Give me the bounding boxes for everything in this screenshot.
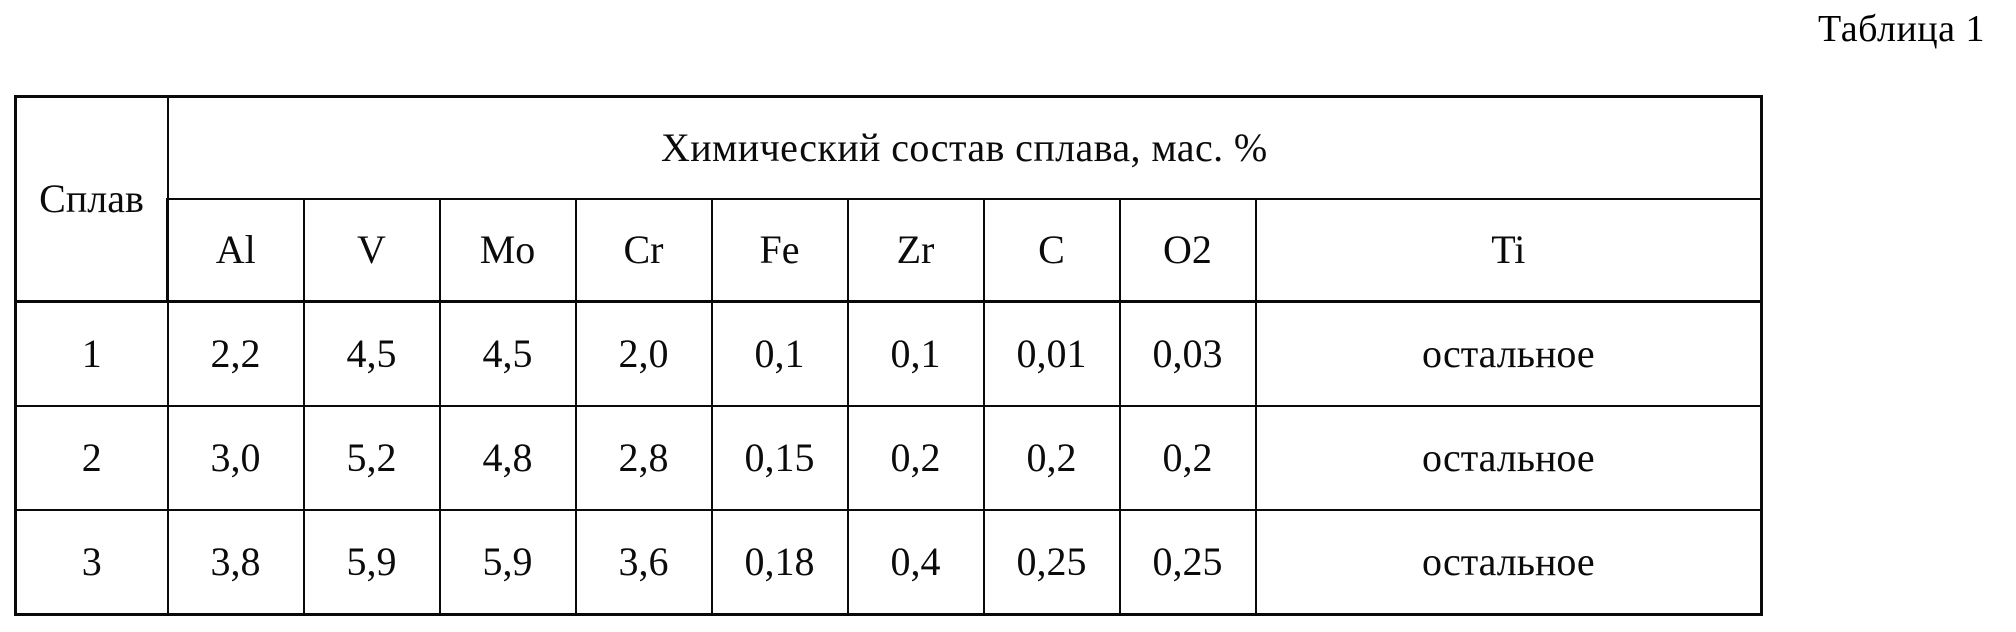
cell-al: 3,0: [168, 406, 304, 510]
cell-cr: 3,6: [576, 510, 712, 615]
cell-mo: 4,5: [440, 302, 576, 407]
table-caption: Таблица 1: [1818, 6, 1985, 52]
cell-fe: 0,18: [712, 510, 848, 615]
column-header-alloy: Сплав: [16, 97, 168, 302]
cell-cr: 2,8: [576, 406, 712, 510]
cell-c: 0,01: [984, 302, 1120, 407]
column-header-c: C: [984, 199, 1120, 302]
table-header: Сплав Химический состав сплава, мас. % A…: [16, 97, 1762, 302]
column-header-al: Al: [168, 199, 304, 302]
table-row: 2 3,0 5,2 4,8 2,8 0,15 0,2 0,2 0,2 остал…: [16, 406, 1762, 510]
cell-alloy-id: 3: [16, 510, 168, 615]
cell-ti: остальное: [1256, 406, 1762, 510]
cell-alloy-id: 2: [16, 406, 168, 510]
cell-c: 0,2: [984, 406, 1120, 510]
cell-cr: 2,0: [576, 302, 712, 407]
cell-o2: 0,2: [1120, 406, 1256, 510]
column-header-o2: O2: [1120, 199, 1256, 302]
column-header-mo: Mo: [440, 199, 576, 302]
column-group-header-composition: Химический состав сплава, мас. %: [168, 97, 1762, 200]
table-row: 1 2,2 4,5 4,5 2,0 0,1 0,1 0,01 0,03 оста…: [16, 302, 1762, 407]
cell-v: 5,2: [304, 406, 440, 510]
cell-zr: 0,4: [848, 510, 984, 615]
column-header-v: V: [304, 199, 440, 302]
column-header-zr: Zr: [848, 199, 984, 302]
column-header-ti: Ti: [1256, 199, 1762, 302]
caption-row: Таблица 1: [0, 6, 1985, 52]
cell-zr: 0,1: [848, 302, 984, 407]
alloy-composition-table: Сплав Химический состав сплава, мас. % A…: [14, 95, 1763, 616]
cell-al: 2,2: [168, 302, 304, 407]
header-row-elements: Al V Mo Cr Fe Zr C O2 Ti: [16, 199, 1762, 302]
table-container: Сплав Химический состав сплава, мас. % A…: [14, 95, 1758, 616]
cell-ti: остальное: [1256, 302, 1762, 407]
cell-zr: 0,2: [848, 406, 984, 510]
cell-mo: 5,9: [440, 510, 576, 615]
cell-o2: 0,25: [1120, 510, 1256, 615]
cell-v: 4,5: [304, 302, 440, 407]
table-body: 1 2,2 4,5 4,5 2,0 0,1 0,1 0,01 0,03 оста…: [16, 302, 1762, 615]
column-header-fe: Fe: [712, 199, 848, 302]
cell-alloy-id: 1: [16, 302, 168, 407]
cell-o2: 0,03: [1120, 302, 1256, 407]
cell-v: 5,9: [304, 510, 440, 615]
cell-mo: 4,8: [440, 406, 576, 510]
table-row: 3 3,8 5,9 5,9 3,6 0,18 0,4 0,25 0,25 ост…: [16, 510, 1762, 615]
cell-fe: 0,15: [712, 406, 848, 510]
cell-fe: 0,1: [712, 302, 848, 407]
cell-c: 0,25: [984, 510, 1120, 615]
cell-ti: остальное: [1256, 510, 1762, 615]
cell-al: 3,8: [168, 510, 304, 615]
column-header-cr: Cr: [576, 199, 712, 302]
header-row-group: Сплав Химический состав сплава, мас. %: [16, 97, 1762, 200]
